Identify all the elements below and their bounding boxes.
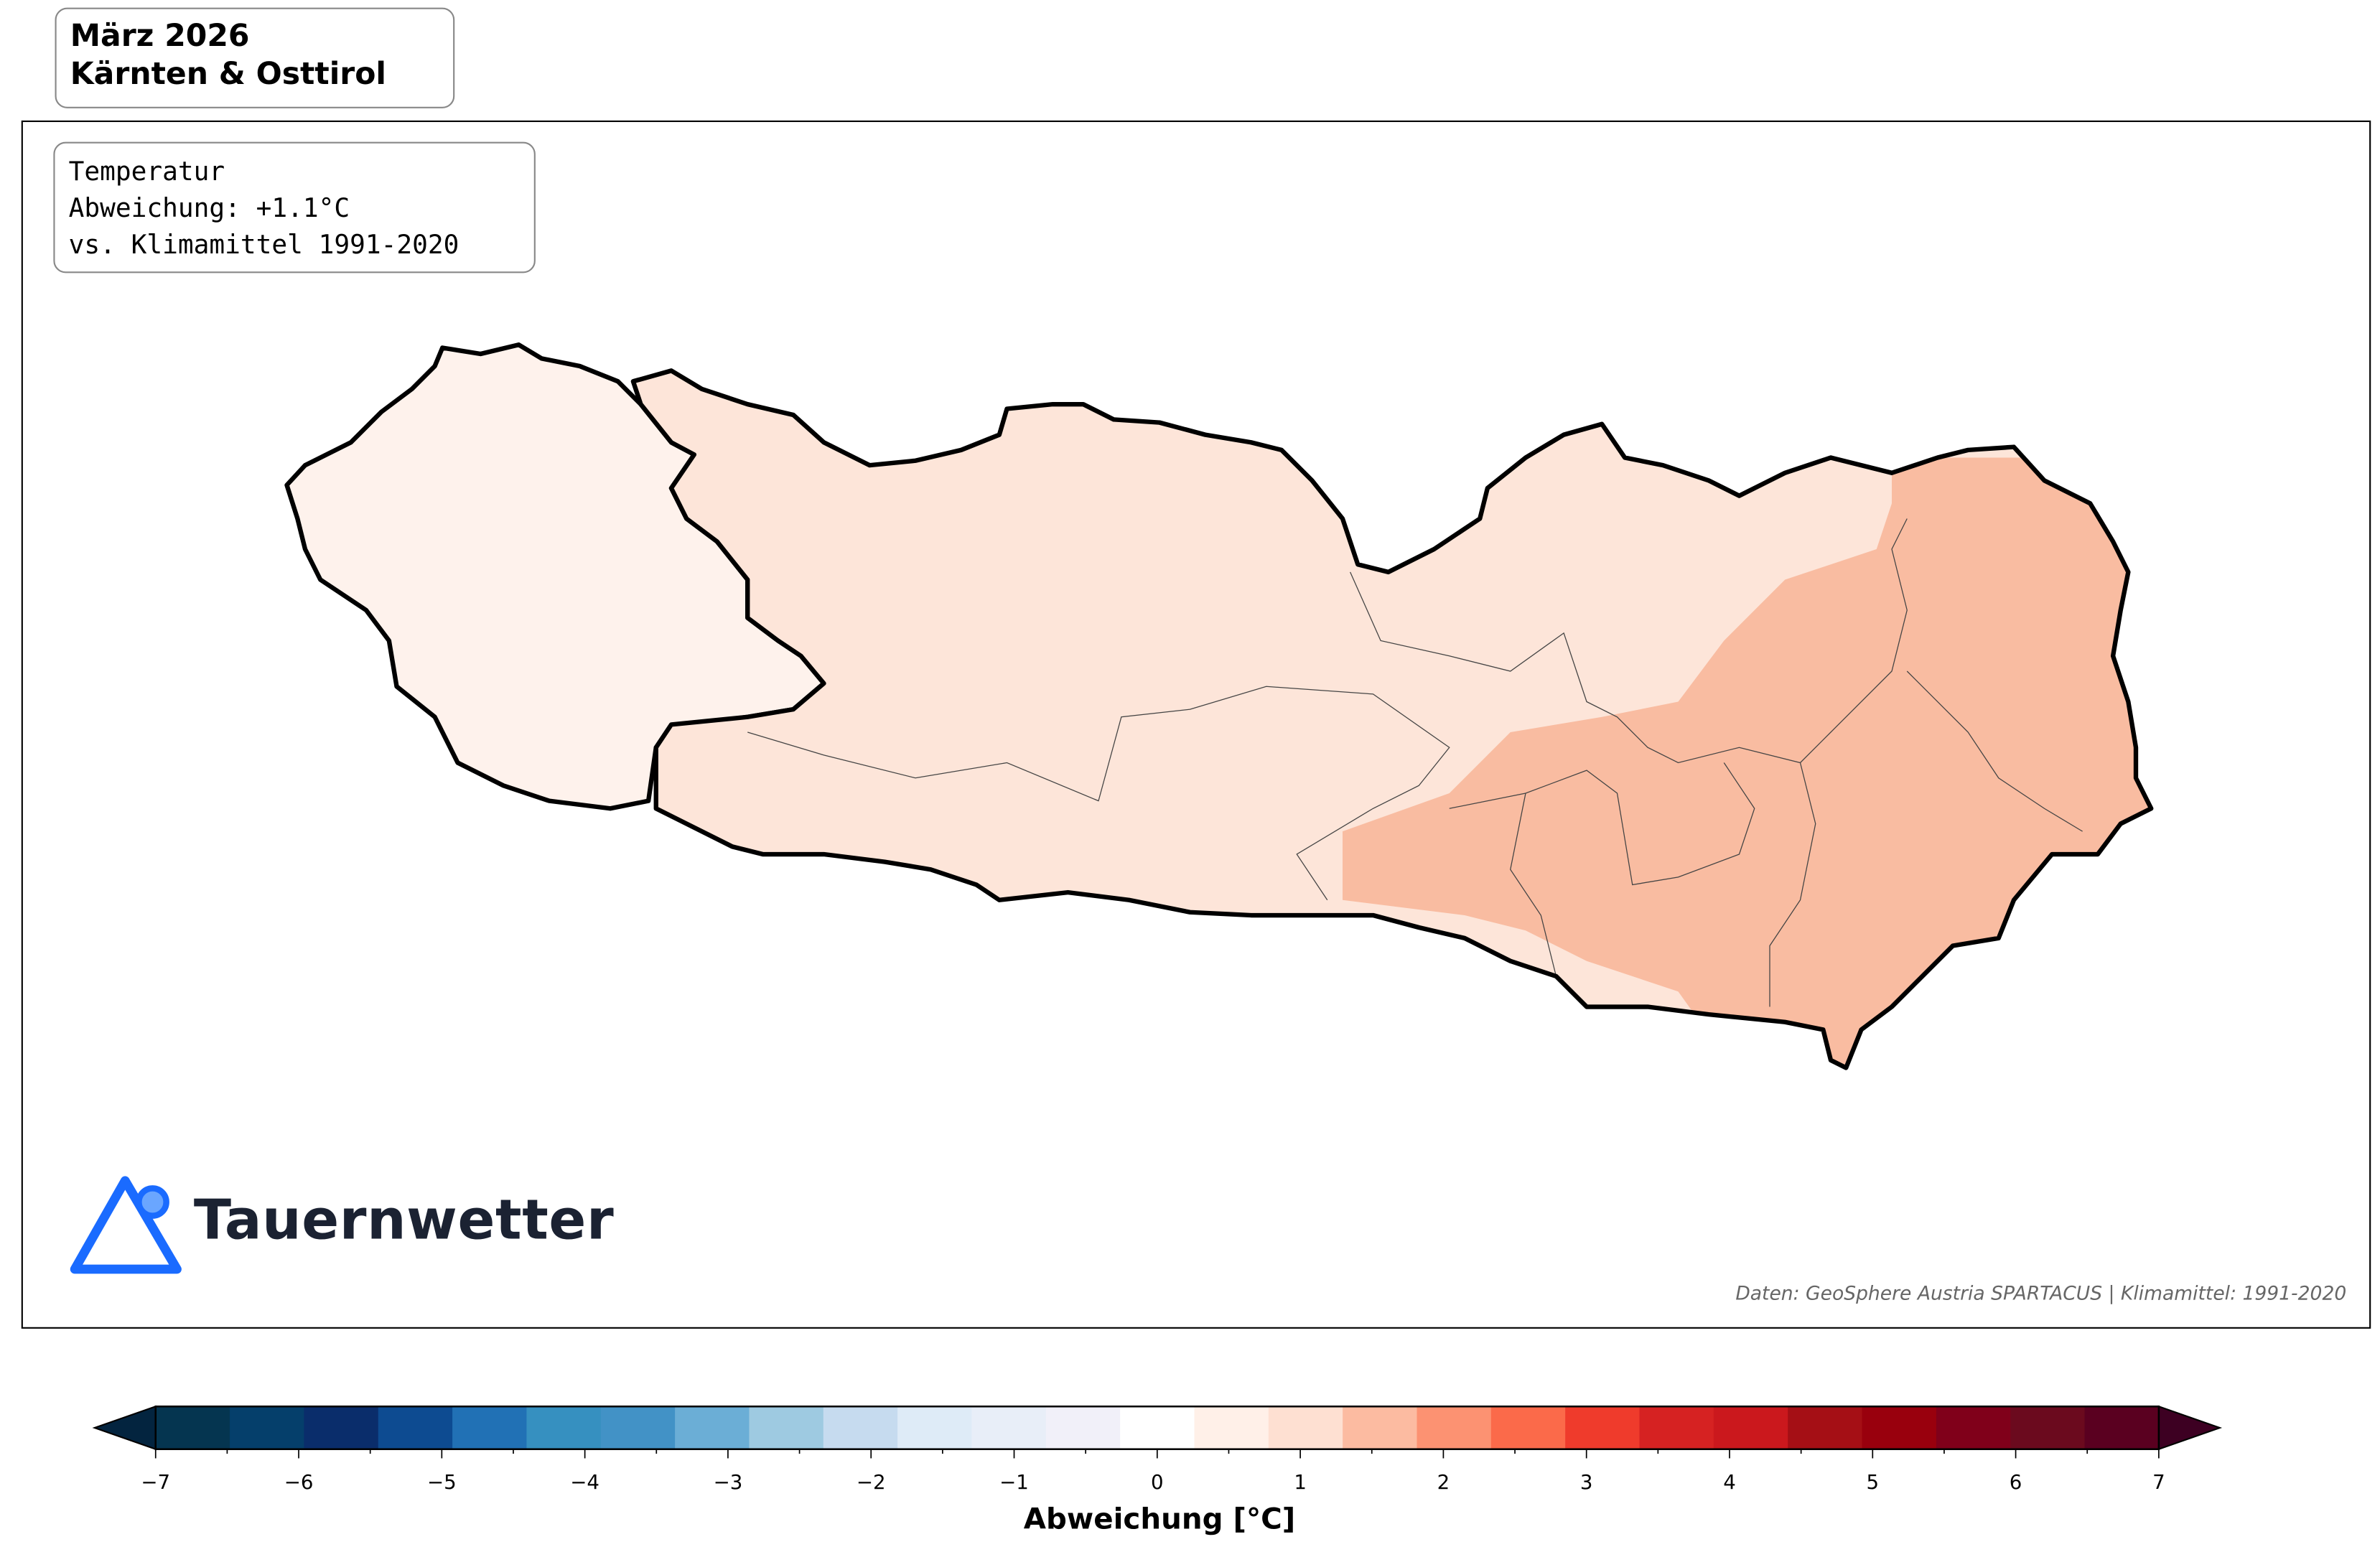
colorbar-bin — [2084, 1406, 2160, 1449]
colorbar-bin — [600, 1406, 676, 1449]
colorbar-bin — [230, 1406, 305, 1449]
colorbar: −7 −6 −5 −4 −3 −2 −1 0 1 2 3 4 5 6 7 — [92, 1405, 2223, 1494]
district-boundary — [1769, 762, 1816, 1007]
district-boundary — [1906, 670, 2083, 832]
colorbar-bin — [1862, 1406, 1937, 1449]
colorbar-tick-label: 6 — [2010, 1470, 2022, 1494]
colorbar-bin — [1417, 1406, 1492, 1449]
colorbar-bin — [1788, 1406, 1863, 1449]
colorbar-bin — [1194, 1406, 1269, 1449]
colorbar-bin — [1120, 1406, 1195, 1449]
colorbar-extend-min — [92, 1405, 157, 1451]
map-title: März 2026 Kärnten & Osttirol — [55, 7, 455, 108]
district-boundary — [1449, 762, 1755, 886]
colorbar-bin — [675, 1406, 750, 1449]
colorbar-bin — [1490, 1406, 1567, 1449]
colorbar-bin — [1565, 1406, 1641, 1449]
info-reference: vs. Klimamittel 1991-2020 — [68, 230, 459, 261]
colorbar-bin — [823, 1406, 899, 1449]
colorbar-bin — [749, 1406, 824, 1449]
colorbar-extend-max — [2157, 1405, 2223, 1451]
district-boundary — [1510, 793, 1557, 977]
region-map — [284, 342, 2154, 1070]
kaernten-border — [630, 368, 2154, 1070]
colorbar-bin — [2010, 1406, 2086, 1449]
colorbar-tick-label: −4 — [570, 1470, 599, 1494]
info-box: Temperatur Abweichung: +1.1°C vs. Klimam… — [53, 141, 536, 274]
colorbar-bin — [378, 1406, 454, 1449]
map-frame — [21, 120, 2371, 1329]
district-boundary — [1350, 518, 1908, 764]
data-credit: Daten: GeoSphere Austria SPARTACUS | Kli… — [1735, 1281, 2347, 1304]
colorbar-tick-label: 2 — [1437, 1470, 1450, 1494]
colorbar-tick-label: −6 — [284, 1470, 314, 1494]
colorbar-tick-label: −2 — [857, 1470, 886, 1494]
colorbar-bin — [1936, 1406, 2012, 1449]
colorbar-tick-label: 0 — [1151, 1470, 1164, 1494]
colorbar-bin — [452, 1406, 528, 1449]
colorbar-label: Abweichung [°C] — [1023, 1502, 1296, 1536]
colorbar-bin — [897, 1406, 973, 1449]
colorbar-tick-label: −7 — [141, 1470, 170, 1494]
colorbar-tick-label: −1 — [999, 1470, 1029, 1494]
warm-anomaly-area — [1343, 457, 2152, 1068]
colorbar-bin — [1639, 1406, 1714, 1449]
colorbar-bin — [526, 1406, 602, 1449]
logo-text: Tauernwetter — [193, 1189, 615, 1252]
colorbar-tick-label: 1 — [1294, 1470, 1307, 1494]
colorbar-bin — [1713, 1406, 1789, 1449]
title-month: März 2026 — [70, 17, 250, 54]
colorbar-tick-label: 7 — [2152, 1470, 2165, 1494]
colorbar-tick-label: −5 — [427, 1470, 457, 1494]
colorbar-bin — [1045, 1406, 1121, 1449]
district-boundary — [747, 686, 1450, 901]
mountain-triangle-icon — [70, 1176, 182, 1274]
colorbar-bin — [971, 1406, 1047, 1449]
title-region: Kärnten & Osttirol — [70, 55, 386, 92]
colorbar-bin — [1343, 1406, 1418, 1449]
colorbar-tick-label: 5 — [1866, 1470, 1879, 1494]
colorbar-bin — [1268, 1406, 1344, 1449]
colorbar-tick-label: 4 — [1723, 1470, 1736, 1494]
colorbar-bin — [304, 1406, 379, 1449]
colorbar-tick-label: 3 — [1580, 1470, 1593, 1494]
info-variable: Temperatur — [68, 156, 225, 188]
logo: Tauernwetter — [69, 1172, 615, 1278]
info-anomaly: Abweichung: +1.1°C — [68, 193, 350, 225]
colorbar-tick-label: −3 — [714, 1470, 743, 1494]
colorbar-bin — [155, 1406, 231, 1449]
